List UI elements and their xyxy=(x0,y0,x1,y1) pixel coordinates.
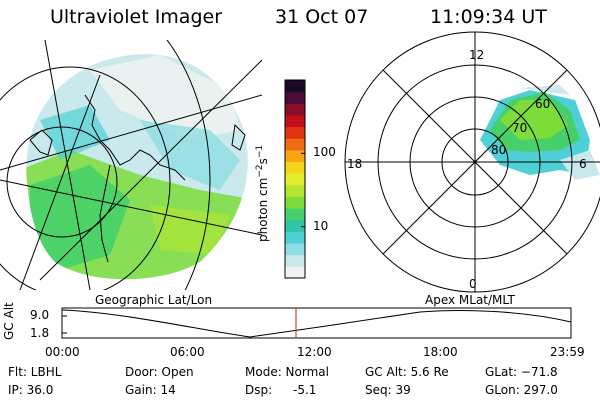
colorbar-band xyxy=(285,103,305,116)
colorbar-band xyxy=(285,243,305,256)
colorbar-band xyxy=(285,91,305,104)
colorbar-band xyxy=(285,173,305,186)
time-tick: 06:00 xyxy=(170,345,205,359)
time-label: 11:09:34 UT xyxy=(430,6,547,28)
colorbar-tick-label: 10 xyxy=(313,218,329,233)
geographic-image xyxy=(0,40,262,290)
stat-glat: GLat: −71.8 xyxy=(485,365,558,379)
mlat-label-60: 60 xyxy=(535,97,551,111)
colorbar-frame xyxy=(284,79,306,279)
colorbar-band xyxy=(285,266,305,279)
stat-dsp-label: Dsp: xyxy=(245,383,273,397)
date-label: 31 Oct 07 xyxy=(275,6,369,28)
colorbar-band xyxy=(285,231,305,244)
stat-dsp-value: -5.1 xyxy=(293,383,317,397)
altitude-y-title: GC Alt xyxy=(2,302,16,340)
colorbar xyxy=(284,79,306,279)
altitude-y-tick: 9.0 xyxy=(30,308,50,322)
stat-glon: GLon: 297.0 xyxy=(485,383,558,397)
colorbar-gradient xyxy=(285,80,305,279)
colorbar-band xyxy=(285,149,305,163)
colorbar-band xyxy=(285,184,305,197)
time-tick: 12:00 xyxy=(297,345,332,359)
time-tick: 18:00 xyxy=(423,345,458,359)
time-tick: 00:00 xyxy=(45,345,80,359)
stat-gain: Gain: 14 xyxy=(125,383,176,397)
mlt-label-6: 6 xyxy=(579,157,587,171)
stat-seq: Seq: 39 xyxy=(365,383,411,397)
mlt-label-0: 0 xyxy=(469,277,477,291)
polar-plot xyxy=(344,31,600,293)
colorbar-band xyxy=(285,138,305,151)
apex-caption: Apex MLat/MLT xyxy=(425,293,515,307)
mlat-label-70: 70 xyxy=(512,121,528,135)
colorbar-unit-label: photon cm−2s−1 xyxy=(255,144,270,242)
mlt-label-12: 12 xyxy=(469,48,485,62)
colorbar-band xyxy=(285,114,305,128)
colorbar-band xyxy=(285,161,305,174)
stat-gcalt: GC Alt: 5.6 Re xyxy=(365,365,449,379)
colorbar-ticks xyxy=(301,152,305,228)
colorbar-band xyxy=(285,80,305,93)
stat-ip: IP: 36.0 xyxy=(8,383,54,397)
mlt-label-18: 18 xyxy=(347,157,363,171)
app-title: Ultraviolet Imager xyxy=(50,6,223,28)
colorbar-band xyxy=(285,219,305,232)
colorbar-band xyxy=(285,126,305,139)
altitude-frame xyxy=(61,307,572,339)
colorbar-band xyxy=(285,208,305,221)
time-tick: 23:59 xyxy=(550,345,585,359)
colorbar-band xyxy=(285,254,305,267)
stat-mode: Mode: Normal xyxy=(245,365,329,379)
altitude-plot xyxy=(61,307,572,339)
colorbar-band xyxy=(285,196,305,209)
colorbar-tick-label: 100 xyxy=(313,145,336,160)
stat-door: Door: Open xyxy=(125,365,194,379)
altitude-y-tick: 1.8 xyxy=(30,326,50,340)
altitude-curve xyxy=(61,309,572,338)
stat-flt: Flt: LBHL xyxy=(8,365,62,379)
geographic-caption: Geographic Lat/Lon xyxy=(95,293,213,307)
mlat-label-80: 80 xyxy=(491,143,507,157)
